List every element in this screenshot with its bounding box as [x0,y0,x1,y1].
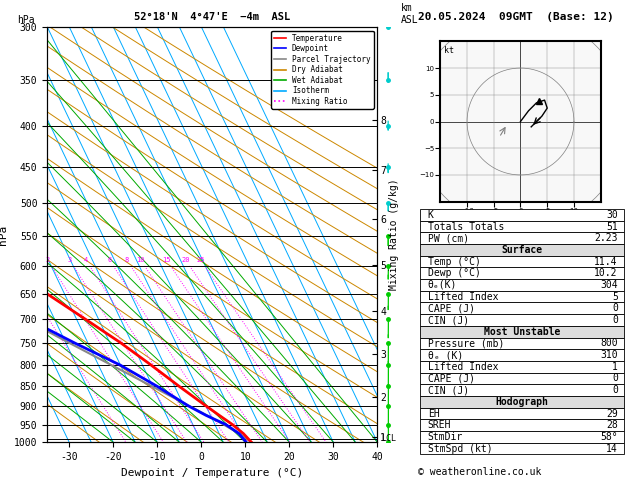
Text: kt: kt [443,46,454,55]
Text: 28: 28 [606,420,618,430]
Text: CIN (J): CIN (J) [428,315,469,325]
Text: CAPE (J): CAPE (J) [428,373,475,383]
Bar [420,291,624,302]
Bar [420,338,624,349]
Text: 14: 14 [606,444,618,453]
Bar [420,302,624,314]
Text: 4: 4 [84,257,88,263]
Text: 20: 20 [181,257,190,263]
Text: 1: 1 [612,362,618,372]
Text: K: K [428,210,433,220]
Text: PW (cm): PW (cm) [428,233,469,243]
Bar [420,267,624,279]
Bar [420,221,624,232]
Text: 0: 0 [612,315,618,325]
Text: 8: 8 [125,257,129,263]
Text: StmSpd (kt): StmSpd (kt) [428,444,493,453]
Bar [420,349,624,361]
Text: Dewp (°C): Dewp (°C) [428,268,481,278]
Text: 0: 0 [612,373,618,383]
Text: Totals Totals: Totals Totals [428,222,504,231]
Text: 10: 10 [136,257,145,263]
Bar [420,408,624,419]
Y-axis label: hPa: hPa [0,225,8,244]
Bar [420,256,624,267]
Text: Lifted Index: Lifted Index [428,292,498,302]
Text: km
ASL: km ASL [401,3,418,25]
Text: θₑ (K): θₑ (K) [428,350,463,360]
Text: 0: 0 [612,385,618,395]
Text: 2.23: 2.23 [594,233,618,243]
Bar [420,396,624,408]
Text: CAPE (J): CAPE (J) [428,303,475,313]
Text: 15: 15 [162,257,171,263]
Text: 29: 29 [606,409,618,418]
Text: θₑ(K): θₑ(K) [428,280,457,290]
Text: Pressure (mb): Pressure (mb) [428,338,504,348]
Legend: Temperature, Dewpoint, Parcel Trajectory, Dry Adiabat, Wet Adiabat, Isotherm, Mi: Temperature, Dewpoint, Parcel Trajectory… [271,31,374,109]
Text: EH: EH [428,409,440,418]
Text: 5: 5 [612,292,618,302]
Text: 6: 6 [108,257,112,263]
Text: hPa: hPa [18,15,35,25]
Text: LCL: LCL [381,434,396,443]
Text: SREH: SREH [428,420,451,430]
Bar [420,326,624,338]
Text: 2: 2 [45,257,50,263]
Bar [420,209,624,221]
Text: © weatheronline.co.uk: © weatheronline.co.uk [418,467,542,477]
Text: 11.4: 11.4 [594,257,618,267]
Text: Hodograph: Hodograph [495,397,548,407]
Bar [420,431,624,443]
Bar [420,361,624,373]
Bar [420,373,624,384]
Text: Lifted Index: Lifted Index [428,362,498,372]
Text: Surface: Surface [501,245,542,255]
Bar [420,384,624,396]
Text: 304: 304 [600,280,618,290]
Bar [420,232,624,244]
Y-axis label: Mixing Ratio (g/kg): Mixing Ratio (g/kg) [389,179,399,290]
Bar [420,419,624,431]
Text: Temp (°C): Temp (°C) [428,257,481,267]
Text: 10.2: 10.2 [594,268,618,278]
Text: 58°: 58° [600,432,618,442]
Text: 3: 3 [67,257,72,263]
Text: 51: 51 [606,222,618,231]
Text: Most Unstable: Most Unstable [484,327,560,337]
Bar [420,279,624,291]
X-axis label: Dewpoint / Temperature (°C): Dewpoint / Temperature (°C) [121,468,303,478]
Text: 310: 310 [600,350,618,360]
Text: 20.05.2024  09GMT  (Base: 12): 20.05.2024 09GMT (Base: 12) [418,12,614,22]
Text: 52°18'N  4°47'E  −4m  ASL: 52°18'N 4°47'E −4m ASL [134,12,291,22]
Text: StmDir: StmDir [428,432,463,442]
Bar [420,443,624,454]
Text: 30: 30 [606,210,618,220]
Text: 0: 0 [612,303,618,313]
Text: 800: 800 [600,338,618,348]
Text: 25: 25 [196,257,205,263]
Text: CIN (J): CIN (J) [428,385,469,395]
Bar [420,314,624,326]
Bar [420,244,624,256]
